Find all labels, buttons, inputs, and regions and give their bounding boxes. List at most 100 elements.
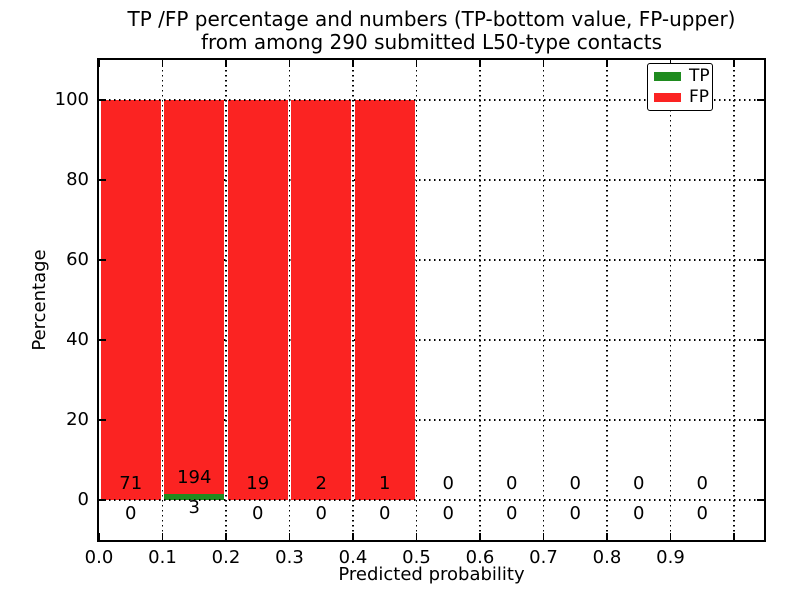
x-tick-top xyxy=(542,60,545,67)
x-tick-bottom xyxy=(225,533,227,540)
x-gridline xyxy=(161,60,164,540)
x-tick-label: 0.3 xyxy=(275,547,304,568)
fp-bar xyxy=(164,100,225,494)
x-gridline xyxy=(542,60,545,540)
tp-count-label: 0 xyxy=(696,503,708,524)
legend-row: TP xyxy=(654,68,712,85)
x-gridline xyxy=(669,60,672,540)
y-gridline xyxy=(99,259,764,261)
y-tick-right xyxy=(757,419,764,421)
fp-bar xyxy=(227,100,288,500)
legend: TP FP xyxy=(647,63,713,111)
fp-count-label: 1 xyxy=(379,473,391,494)
x-tick-label: 0.1 xyxy=(148,547,177,568)
x-gridline xyxy=(733,60,735,540)
legend-swatch-tp xyxy=(654,72,681,81)
y-tick-label: 60 xyxy=(66,249,89,270)
plot-area: 71 0 194 3 19 0 2 0 1 0 0 0 0 0 0 0 0 0 0 0 TP FP xyxy=(97,58,766,542)
x-tick-top xyxy=(352,60,354,67)
tp-bar xyxy=(164,493,225,500)
y-gridline xyxy=(99,419,764,421)
fp-count-label: 0 xyxy=(506,473,518,494)
x-gridline xyxy=(288,60,291,540)
x-tick-label: 0.9 xyxy=(656,547,685,568)
x-tick-label: 0.5 xyxy=(402,547,431,568)
x-tick-top xyxy=(733,60,735,67)
y-gridline xyxy=(99,99,764,101)
y-axis-label: Percentage xyxy=(29,249,50,351)
y-tick-right xyxy=(757,259,764,261)
x-tick-bottom xyxy=(542,533,545,540)
x-tick-top xyxy=(415,60,418,67)
fp-bar xyxy=(291,100,352,500)
fp-count-label: 0 xyxy=(442,473,454,494)
y-tick-label: 80 xyxy=(66,169,89,190)
y-tick-label: 0 xyxy=(77,489,89,510)
fp-count-label: 19 xyxy=(246,473,270,494)
legend-label-fp: FP xyxy=(689,87,710,107)
x-gridline xyxy=(352,60,354,540)
fp-count-label: 2 xyxy=(315,473,327,494)
x-gridline xyxy=(225,60,227,540)
legend-row: FP xyxy=(654,89,712,106)
fp-bar xyxy=(100,100,161,500)
fp-count-label: 194 xyxy=(177,466,212,488)
tp-count-label: 0 xyxy=(379,503,391,524)
x-tick-bottom xyxy=(415,533,418,540)
y-tick-right xyxy=(757,499,764,501)
tp-count-label: 0 xyxy=(506,503,518,524)
y-tick-label: 20 xyxy=(66,409,89,430)
x-tick-top xyxy=(479,60,481,67)
x-tick-top xyxy=(606,60,608,67)
y-tick-left xyxy=(99,179,106,181)
chart-title-line1: TP /FP percentage and numbers (TP-bottom… xyxy=(127,7,736,31)
tp-count-label: 0 xyxy=(315,503,327,524)
y-tick-left xyxy=(99,259,106,261)
y-gridline xyxy=(99,179,764,181)
y-tick-right xyxy=(757,339,764,341)
x-tick-label: 0.6 xyxy=(465,547,495,568)
x-tick-bottom xyxy=(606,533,608,540)
fp-count-label: 0 xyxy=(633,473,645,494)
x-gridline xyxy=(415,60,418,540)
x-tick-label: 0.4 xyxy=(338,547,368,568)
x-tick-top xyxy=(225,60,227,67)
tp-count-label: 0 xyxy=(633,503,645,524)
x-tick-bottom xyxy=(733,533,735,540)
x-tick-top xyxy=(161,60,164,67)
x-tick-bottom xyxy=(161,533,164,540)
fp-count-label: 0 xyxy=(696,473,708,494)
tp-count-label: 0 xyxy=(442,503,454,524)
x-tick-bottom xyxy=(98,533,100,540)
x-tick-top xyxy=(288,60,291,67)
tp-count-label: 0 xyxy=(569,503,581,524)
y-tick-left xyxy=(99,499,106,501)
y-tick-label: 100 xyxy=(54,89,89,110)
x-tick-label: 0.7 xyxy=(529,547,558,568)
x-tick-top xyxy=(98,60,100,67)
x-tick-bottom xyxy=(352,533,354,540)
y-tick-left xyxy=(99,339,106,341)
x-tick-label: 0.0 xyxy=(84,547,114,568)
tp-count-label: 3 xyxy=(188,496,200,518)
fp-count-label: 71 xyxy=(119,473,143,494)
y-tick-label: 40 xyxy=(66,329,89,350)
y-gridline xyxy=(99,339,764,341)
x-axis-label: Predicted probability xyxy=(338,564,525,585)
legend-swatch-fp xyxy=(654,93,681,102)
y-tick-right xyxy=(757,99,764,101)
x-tick-bottom xyxy=(288,533,291,540)
plot-inner: 71 0 194 3 19 0 2 0 1 0 0 0 0 0 0 0 0 0 0 0 xyxy=(98,60,764,540)
x-gridline xyxy=(606,60,608,540)
y-tick-left xyxy=(99,99,106,101)
x-tick-bottom xyxy=(479,533,481,540)
x-tick-label: 0.8 xyxy=(592,547,622,568)
x-tick-bottom xyxy=(669,533,672,540)
tp-count-label: 0 xyxy=(252,503,264,524)
x-gridline xyxy=(479,60,481,540)
chart-title-line2: from among 290 submitted L50-type contac… xyxy=(200,30,663,54)
y-gridline xyxy=(99,499,764,501)
y-tick-right xyxy=(757,179,764,181)
x-tick-label: 0.2 xyxy=(211,547,241,568)
